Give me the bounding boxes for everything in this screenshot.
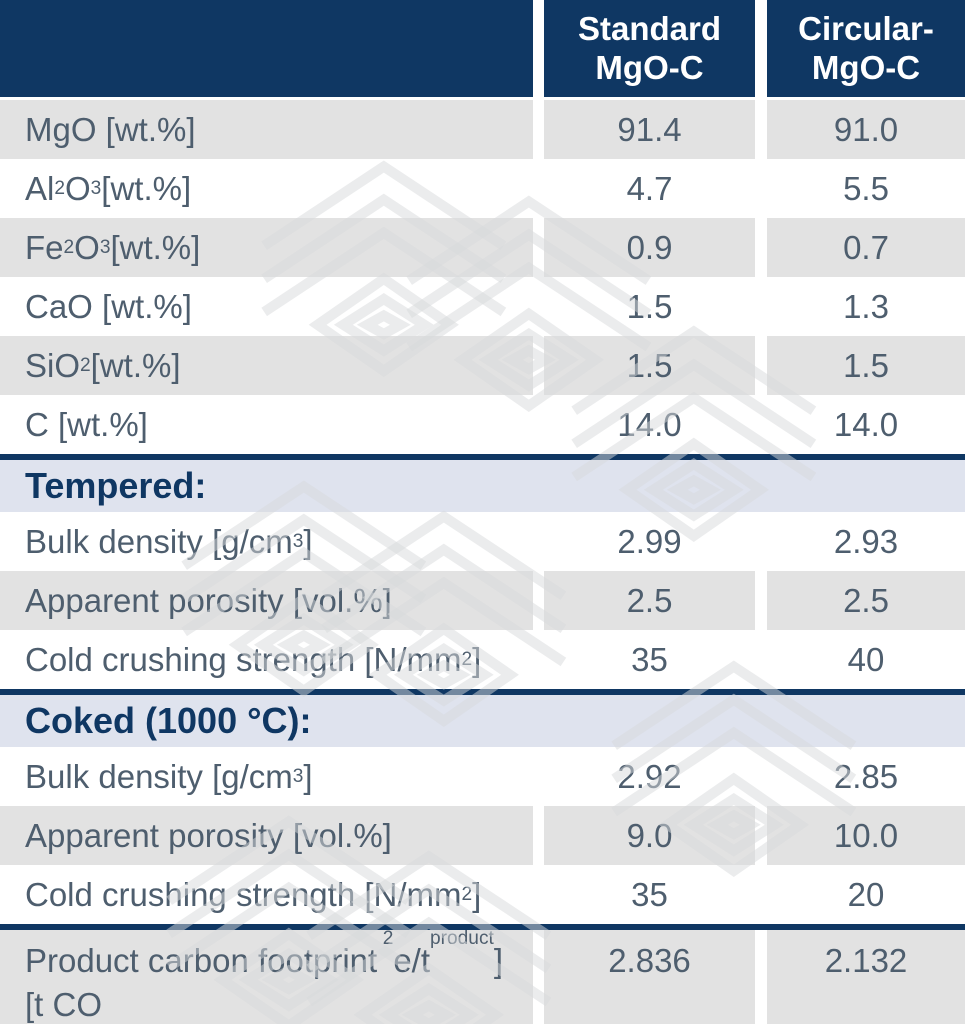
value-circular-mgo-c: 40 <box>847 640 885 678</box>
value-circular-mgo-c: 91.0 <box>767 100 965 159</box>
column-gap <box>755 865 767 924</box>
table-row-tempered-properties-2: Cold crushing strength [N/mm 2] 35 40 <box>0 630 965 689</box>
value-circular-mgo-c: 5.5 <box>843 169 889 207</box>
value-standard-mgo-c: 35 <box>631 875 668 913</box>
value-standard-mgo-c: 2.5 <box>544 571 755 630</box>
table-row-coked-properties-0: Bulk density [g/cm 3] 2.92 2.85 <box>0 747 965 806</box>
value-standard-mgo-c: 1.5 <box>544 336 755 395</box>
value-circular-mgo-c: 2.93 <box>833 522 899 560</box>
column-gap <box>533 747 544 806</box>
column-gap <box>755 0 767 97</box>
row-label: Al 2 O 3 [wt.%] <box>25 169 192 207</box>
section-divider <box>0 454 965 460</box>
value-standard-mgo-c: 0.9 <box>544 218 755 277</box>
row-label: Bulk density [g/cm 3] <box>25 522 313 560</box>
column-gap <box>755 395 767 454</box>
value-standard-mgo-c: 2.92 <box>617 757 682 795</box>
row-label: Fe 2 O 3 [wt.%] <box>0 218 533 277</box>
column-header-standard-mgo-c: Standard MgO-C <box>544 0 755 97</box>
row-label: Apparent porosity [vol.%] <box>0 571 533 630</box>
value-circular-mgo-c: 1.5 <box>767 336 965 395</box>
column-gap <box>755 512 767 571</box>
row-label: Bulk density [g/cm 3] <box>25 757 313 795</box>
value-standard-mgo-c: 9.0 <box>544 806 755 865</box>
table-body: MgO [wt.%] 91.4 91.0 Al 2 O 3 [wt.%] 4.7 5.5 Fe 2 O… <box>0 100 965 1024</box>
value-circular-mgo-c: 2.132 <box>767 930 965 1024</box>
column-gap <box>533 159 544 218</box>
table-row-chemical-composition-0: MgO [wt.%] 91.4 91.0 <box>0 100 965 159</box>
column-gap <box>533 512 544 571</box>
column-gap <box>755 218 767 277</box>
column-gap <box>533 865 544 924</box>
row-label: C [wt.%] <box>25 405 148 443</box>
column-gap <box>533 930 544 1024</box>
value-standard-mgo-c: 1.5 <box>626 287 673 325</box>
table-row-product-carbon-footprint-0: Product carbon footprint [t CO 2 e/t produc… <box>0 929 965 1024</box>
row-label: CaO [wt.%] <box>25 287 192 325</box>
table-row-coked-properties-2: Cold crushing strength [N/mm 2] 35 20 <box>0 865 965 924</box>
section-header-label: Tempered: <box>25 465 207 506</box>
value-circular-mgo-c: 14.0 <box>833 405 899 443</box>
row-label: Apparent porosity [vol.%] <box>0 806 533 865</box>
column-gap <box>533 218 544 277</box>
column-gap <box>533 395 544 454</box>
table-row-chemical-composition-3: CaO [wt.%] 1.5 1.3 <box>0 277 965 336</box>
table-header-row: Standard MgO-C Circular-MgO-C <box>0 0 965 97</box>
column-gap <box>755 159 767 218</box>
row-label: MgO [wt.%] <box>0 100 533 159</box>
column-gap <box>533 806 544 865</box>
column-gap <box>755 336 767 395</box>
corner-cell <box>0 0 533 97</box>
table-row-coked-properties-1: Apparent porosity [vol.%] 9.0 10.0 <box>0 806 965 865</box>
table-row-chemical-composition-2: Fe 2 O 3 [wt.%] 0.9 0.7 <box>0 218 965 277</box>
column-gap <box>755 100 767 159</box>
value-circular-mgo-c: 0.7 <box>767 218 965 277</box>
column-gap <box>533 0 544 97</box>
row-label: Product carbon footprint [t CO 2 e/t produc… <box>0 929 533 1024</box>
value-standard-mgo-c: 91.4 <box>544 100 755 159</box>
column-gap <box>755 806 767 865</box>
table-row-chemical-composition-4: SiO 2 [wt.%] 1.5 1.5 <box>0 336 965 395</box>
table-row-tempered-properties-1: Apparent porosity [vol.%] 2.5 2.5 <box>0 571 965 630</box>
value-standard-mgo-c: 2.99 <box>617 522 682 560</box>
column-gap <box>755 930 767 1024</box>
value-standard-mgo-c: 35 <box>631 640 668 678</box>
value-circular-mgo-c: 20 <box>847 875 885 913</box>
table-row-chemical-composition-1: Al 2 O 3 [wt.%] 4.7 5.5 <box>0 159 965 218</box>
value-standard-mgo-c: 2.836 <box>544 930 755 1024</box>
value-standard-mgo-c: 14.0 <box>617 405 682 443</box>
value-circular-mgo-c: 1.3 <box>843 287 889 325</box>
column-header-circular-mgo-c: Circular-MgO-C <box>767 0 965 97</box>
row-label: SiO 2 [wt.%] <box>0 336 533 395</box>
value-circular-mgo-c: 2.85 <box>833 757 899 795</box>
column-gap <box>755 571 767 630</box>
section-header-label: Coked (1000 °C): <box>25 700 312 741</box>
column-gap <box>533 336 544 395</box>
column-gap <box>755 747 767 806</box>
value-circular-mgo-c: 10.0 <box>767 806 965 865</box>
column-gap <box>755 277 767 336</box>
column-gap <box>533 100 544 159</box>
section-header-tempered: Tempered: <box>0 460 965 512</box>
section-header-coked: Coked (1000 °C): <box>0 695 965 747</box>
value-circular-mgo-c: 2.5 <box>767 571 965 630</box>
column-gap <box>533 277 544 336</box>
table-row-tempered-properties-0: Bulk density [g/cm 3] 2.99 2.93 <box>0 512 965 571</box>
row-label: Cold crushing strength [N/mm 2] <box>25 640 482 678</box>
table-row-chemical-composition-5: C [wt.%] 14.0 14.0 <box>0 395 965 454</box>
column-gap <box>533 630 544 689</box>
column-gap <box>755 630 767 689</box>
value-standard-mgo-c: 4.7 <box>626 169 673 207</box>
column-gap <box>533 571 544 630</box>
row-label: Cold crushing strength [N/mm 2] <box>25 875 482 913</box>
